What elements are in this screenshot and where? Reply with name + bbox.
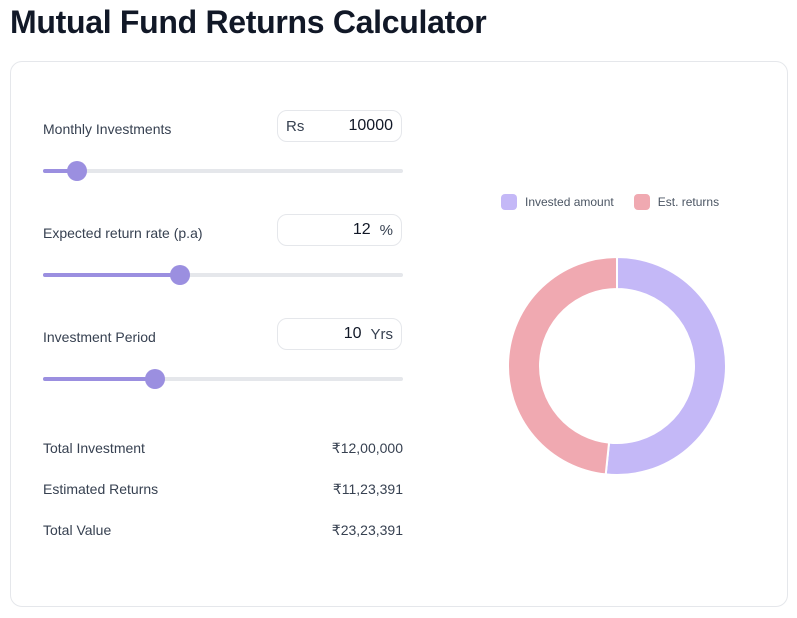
total-value-row: Total Value ₹23,23,391 — [43, 522, 403, 539]
calculator-card: Monthly Investments Rs 10000 Expected re… — [10, 61, 788, 607]
total-investment-label: Total Investment — [43, 440, 145, 456]
estimated-returns-value: ₹11,23,391 — [332, 481, 403, 497]
monthly-investment-slider[interactable] — [43, 161, 403, 181]
legend-label-returns: Est. returns — [657, 195, 720, 209]
investment-period-label: Investment Period — [43, 329, 156, 345]
investment-period-input[interactable]: 10 Yrs — [277, 318, 402, 350]
legend-swatch-invested — [501, 194, 517, 210]
return-rate-slider[interactable] — [43, 265, 403, 285]
total-value-value: ₹23,23,391 — [331, 522, 403, 538]
monthly-investment-input[interactable]: Rs 10000 — [277, 110, 402, 142]
donut-slice-returns[interactable] — [507, 256, 618, 476]
slider-thumb[interactable] — [144, 369, 165, 389]
return-rate-input[interactable]: 12 % — [277, 214, 402, 246]
slider-fill — [43, 169, 78, 173]
investment-period-slider[interactable] — [43, 369, 403, 389]
total-value-label: Total Value — [43, 522, 112, 538]
total-investment-value: ₹12,00,000 — [331, 440, 403, 456]
legend-item-returns[interactable]: Est. returns — [633, 194, 720, 210]
returns-donut-chart — [507, 256, 727, 476]
monthly-investment-label: Monthly Investments — [43, 121, 172, 137]
currency-prefix: Rs — [286, 117, 305, 135]
slider-fill — [43, 377, 155, 381]
slider-thumb[interactable] — [169, 265, 190, 285]
slider-fill — [43, 273, 180, 277]
chart-legend: Invested amount Est. returns — [501, 194, 739, 210]
total-investment-row: Total Investment ₹12,00,000 — [43, 440, 403, 457]
legend-swatch-returns — [633, 194, 650, 210]
legend-label-invested: Invested amount — [525, 195, 614, 209]
return-rate-value: 12 — [352, 221, 371, 238]
estimated-returns-row: Estimated Returns ₹11,23,391 — [43, 481, 403, 498]
page-title: Mutual Fund Returns Calculator — [10, 4, 487, 40]
percent-suffix: % — [379, 221, 393, 239]
years-suffix: Yrs — [370, 325, 394, 343]
donut-slice-invested[interactable] — [604, 256, 727, 476]
monthly-investment-value: 10000 — [348, 117, 394, 134]
estimated-returns-label: Estimated Returns — [43, 481, 159, 497]
investment-period-value: 10 — [343, 325, 362, 342]
slider-thumb[interactable] — [67, 161, 88, 181]
return-rate-label: Expected return rate (p.a) — [43, 225, 203, 241]
legend-item-invested[interactable]: Invested amount — [501, 194, 614, 210]
